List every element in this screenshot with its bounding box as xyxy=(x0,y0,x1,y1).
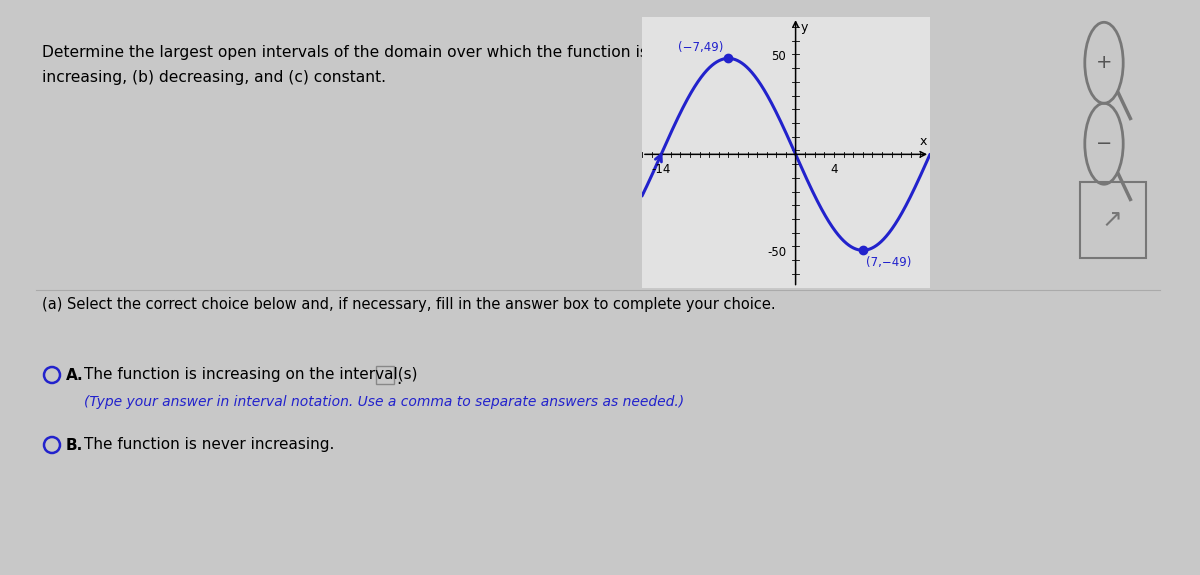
Text: Determine the largest open intervals of the domain over which the function is (a: Determine the largest open intervals of … xyxy=(42,45,674,60)
Text: (a) Select the correct choice below and, if necessary, fill in the answer box to: (a) Select the correct choice below and,… xyxy=(42,297,775,312)
Text: 50: 50 xyxy=(772,50,786,63)
Text: ↗: ↗ xyxy=(1102,208,1123,232)
Text: −: − xyxy=(1096,134,1112,154)
Text: +: + xyxy=(1096,53,1112,72)
Text: The function is never increasing.: The function is never increasing. xyxy=(84,438,335,453)
Text: -14: -14 xyxy=(652,163,671,176)
Text: increasing, (b) decreasing, and (c) constant.: increasing, (b) decreasing, and (c) cons… xyxy=(42,70,386,85)
Text: (−7,49): (−7,49) xyxy=(678,41,724,55)
Text: x: x xyxy=(919,136,928,148)
Text: (Type your answer in interval notation. Use a comma to separate answers as neede: (Type your answer in interval notation. … xyxy=(84,395,684,409)
Text: -50: -50 xyxy=(767,246,786,259)
Text: (7,−49): (7,−49) xyxy=(865,256,911,269)
Text: B.: B. xyxy=(66,438,83,453)
Text: .: . xyxy=(396,370,402,388)
Text: y: y xyxy=(800,21,808,34)
Bar xyxy=(377,366,395,384)
Text: 4: 4 xyxy=(830,163,838,176)
Text: A.: A. xyxy=(66,367,84,382)
Text: The function is increasing on the interval(s): The function is increasing on the interv… xyxy=(84,367,418,382)
